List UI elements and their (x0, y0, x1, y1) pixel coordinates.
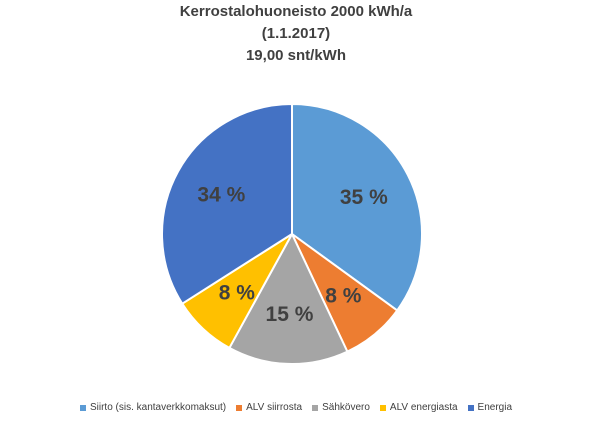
legend-label-2: Sähkövero (322, 402, 370, 413)
chart-title-line-2: (1.1.2017) (261, 25, 331, 42)
legend-swatch-1 (236, 404, 243, 411)
chart-legend: Siirto (sis. kantaverkkomaksut) ALV siirr… (0, 402, 592, 413)
legend-swatch-2 (312, 404, 319, 411)
legend-item-1: ALV siirrosta (236, 402, 302, 413)
pie-slice-4 (161, 102, 293, 306)
legend-label-3: ALV energiasta (389, 402, 458, 413)
legend-item-3: ALV energiasta (379, 402, 458, 413)
legend-swatch-3 (379, 404, 386, 411)
pie-data-label-0: 35 % (340, 186, 388, 209)
legend-item-0: Siirto (sis. kantaverkkomaksut) (79, 402, 227, 413)
chart-title-line-3: 19,00 snt/kWh (245, 47, 347, 64)
pie-data-label-1: 8 % (325, 285, 362, 308)
legend-swatch-4 (467, 404, 474, 411)
legend-label-0: Siirto (sis. kantaverkkomaksut) (89, 402, 227, 413)
legend-item-2: Sähkövero (312, 402, 370, 413)
chart-title-line-1: Kerrostalohuoneisto 2000 kWh/a (179, 3, 413, 20)
pie-data-label-2: 15 % (266, 303, 314, 326)
pie-data-label-4: 34 % (197, 184, 245, 207)
legend-item-4: Energia (467, 402, 513, 413)
legend-label-1: ALV siirrosta (246, 402, 303, 413)
legend-swatch-0 (79, 404, 86, 411)
legend-label-4: Energia (477, 402, 513, 413)
pie-data-label-3: 8 % (219, 281, 256, 304)
pie-slice-0 (291, 102, 423, 312)
pie-slice-2 (228, 231, 349, 365)
